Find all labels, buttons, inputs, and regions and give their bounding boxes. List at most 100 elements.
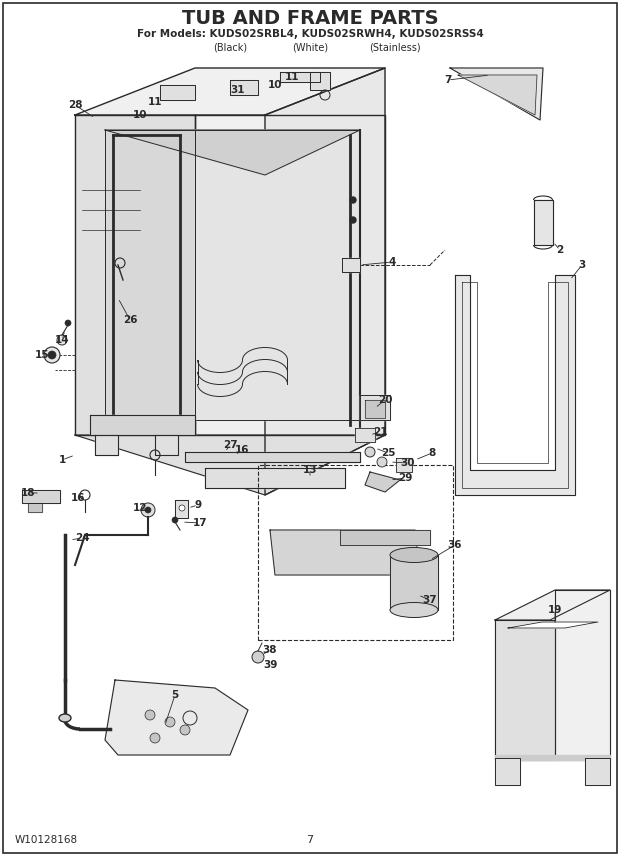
Polygon shape: [495, 620, 555, 760]
Circle shape: [172, 517, 178, 523]
Polygon shape: [310, 72, 330, 90]
Polygon shape: [105, 130, 195, 420]
Polygon shape: [495, 755, 610, 760]
Polygon shape: [22, 490, 60, 503]
Text: 1: 1: [58, 455, 66, 465]
Text: (Stainless): (Stainless): [369, 42, 421, 52]
Polygon shape: [455, 275, 575, 495]
Text: 24: 24: [74, 533, 89, 543]
Text: 11: 11: [285, 72, 299, 82]
Polygon shape: [495, 590, 610, 620]
Polygon shape: [75, 115, 195, 435]
Polygon shape: [195, 130, 360, 420]
Text: 4: 4: [388, 257, 396, 267]
Text: 38: 38: [263, 645, 277, 655]
Text: (Black): (Black): [213, 42, 247, 52]
Polygon shape: [396, 458, 412, 472]
Polygon shape: [160, 85, 195, 100]
Text: 14: 14: [55, 335, 69, 345]
Circle shape: [350, 217, 356, 223]
Polygon shape: [75, 435, 385, 495]
Polygon shape: [458, 75, 537, 115]
Circle shape: [377, 457, 387, 467]
Circle shape: [365, 447, 375, 457]
Circle shape: [145, 507, 151, 513]
Circle shape: [65, 320, 71, 326]
Circle shape: [145, 710, 155, 720]
Polygon shape: [390, 555, 438, 610]
Circle shape: [48, 351, 56, 359]
Text: TUB AND FRAME PARTS: TUB AND FRAME PARTS: [182, 9, 438, 27]
Polygon shape: [195, 115, 385, 435]
Polygon shape: [450, 68, 543, 120]
Circle shape: [44, 347, 60, 363]
Text: 11: 11: [148, 97, 162, 107]
Polygon shape: [585, 758, 610, 785]
Text: (White): (White): [292, 42, 328, 52]
Polygon shape: [105, 130, 360, 175]
Polygon shape: [28, 503, 42, 512]
Polygon shape: [508, 622, 598, 628]
Ellipse shape: [390, 548, 438, 562]
Text: 27: 27: [223, 440, 237, 450]
Polygon shape: [360, 395, 390, 420]
Text: 2: 2: [556, 245, 564, 255]
Polygon shape: [280, 72, 320, 82]
Text: 26: 26: [123, 315, 137, 325]
Polygon shape: [90, 415, 195, 435]
Circle shape: [252, 651, 264, 663]
Text: 9: 9: [195, 500, 202, 510]
Text: 8: 8: [428, 448, 436, 458]
Bar: [258, 465, 453, 640]
Circle shape: [165, 717, 175, 727]
Text: 15: 15: [35, 350, 49, 360]
Polygon shape: [185, 452, 360, 462]
Text: 7: 7: [445, 75, 452, 85]
Text: 21: 21: [373, 427, 388, 437]
Polygon shape: [365, 400, 385, 418]
Text: For Models: KUDS02SRBL4, KUDS02SRWH4, KUDS02SRSS4: For Models: KUDS02SRBL4, KUDS02SRWH4, KU…: [136, 29, 484, 39]
Ellipse shape: [59, 714, 71, 722]
Text: 3: 3: [578, 260, 586, 270]
Text: 17: 17: [193, 518, 207, 528]
Text: 10: 10: [268, 80, 282, 90]
Text: 19: 19: [548, 605, 562, 615]
Text: 31: 31: [231, 85, 246, 95]
Polygon shape: [355, 428, 375, 442]
Text: 18: 18: [20, 488, 35, 498]
Polygon shape: [534, 200, 553, 245]
Text: 10: 10: [133, 110, 148, 120]
Polygon shape: [340, 530, 430, 545]
Ellipse shape: [390, 603, 438, 617]
Polygon shape: [75, 68, 385, 115]
Polygon shape: [495, 758, 520, 785]
Polygon shape: [555, 590, 610, 760]
Text: 16: 16: [235, 445, 249, 455]
Text: 20: 20: [378, 395, 392, 405]
Text: 16: 16: [71, 493, 86, 503]
Text: W10128168: W10128168: [15, 835, 78, 845]
Text: 5: 5: [171, 690, 179, 700]
Text: 36: 36: [448, 540, 463, 550]
Text: 7: 7: [306, 835, 314, 845]
Polygon shape: [175, 500, 188, 518]
Text: 30: 30: [401, 458, 415, 468]
Polygon shape: [270, 530, 420, 575]
Circle shape: [141, 503, 155, 517]
Circle shape: [180, 725, 190, 735]
Polygon shape: [105, 680, 248, 755]
Polygon shape: [265, 68, 385, 495]
Circle shape: [57, 335, 67, 345]
Text: 12: 12: [133, 503, 148, 513]
Text: 37: 37: [423, 595, 437, 605]
Text: 13: 13: [303, 465, 317, 475]
Circle shape: [350, 197, 356, 203]
Polygon shape: [342, 258, 360, 272]
Polygon shape: [365, 472, 400, 492]
Text: 25: 25: [381, 448, 396, 458]
Polygon shape: [155, 435, 178, 455]
Circle shape: [179, 505, 185, 511]
Circle shape: [150, 733, 160, 743]
Polygon shape: [95, 435, 118, 455]
Polygon shape: [205, 468, 345, 488]
